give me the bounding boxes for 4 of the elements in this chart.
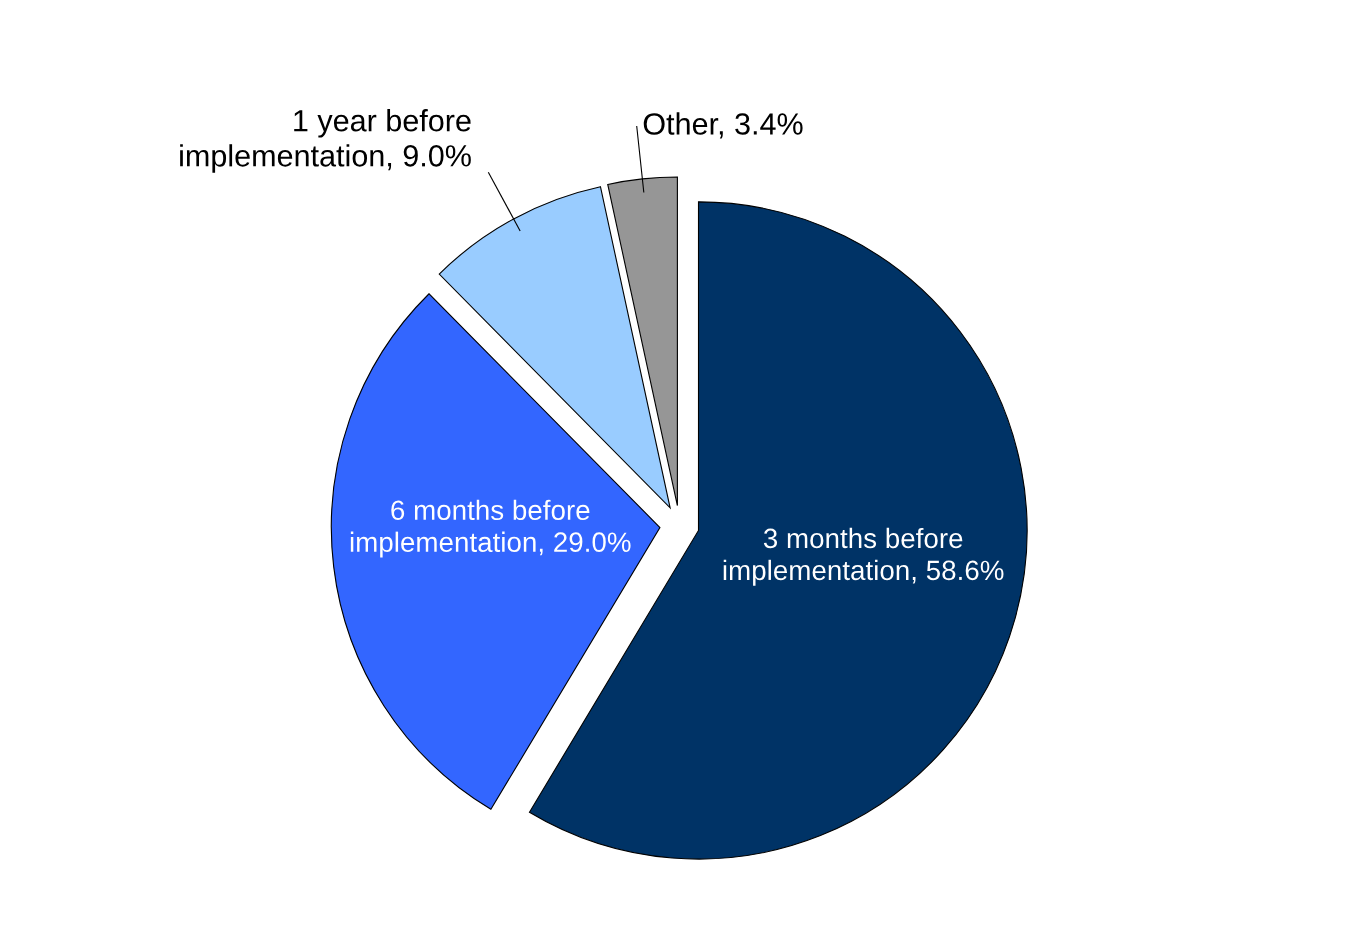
slice-label: 6 months before implementation, 29.0% bbox=[350, 499, 631, 558]
slice-label: Other, 3.4% bbox=[643, 112, 803, 139]
slice-label: 1 year before implementation, 9.0% bbox=[180, 109, 471, 173]
slice-label: 3 months before implementation, 58.6% bbox=[723, 527, 1004, 586]
